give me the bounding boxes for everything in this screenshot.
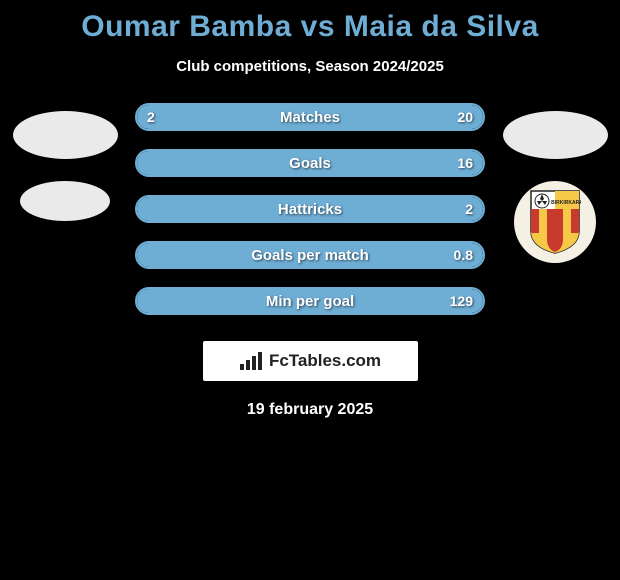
- club-badge-placeholder: [20, 181, 110, 221]
- stat-bar: Goals per match 0.8: [135, 241, 485, 269]
- svg-text:BIRKIRKARA: BIRKIRKARA: [551, 200, 581, 206]
- stat-label: Min per goal: [266, 293, 354, 310]
- logo-text: FcTables.com: [269, 351, 381, 371]
- stat-bar: Matches 2 20: [135, 103, 485, 131]
- player-avatar-placeholder: [503, 111, 608, 159]
- stat-label: Goals: [289, 155, 331, 172]
- subtitle: Club competitions, Season 2024/2025: [0, 58, 620, 75]
- stats-area: Matches 2 20 Goals 16 Hattricks 2 Goals per mat…: [0, 103, 620, 315]
- bars-icon: [239, 350, 265, 372]
- stat-label: Matches: [280, 109, 340, 126]
- player-avatar-placeholder: [13, 111, 118, 159]
- stat-value-right: 16: [457, 155, 473, 171]
- right-player-column: BIRKIRKARA: [500, 103, 610, 263]
- left-player-column: [10, 103, 120, 221]
- comparison-infographic: Oumar Bamba vs Maia da Silva Club compet…: [0, 0, 620, 419]
- stat-bar: Goals 16: [135, 149, 485, 177]
- stat-value-left: 2: [147, 109, 155, 125]
- stat-label: Hattricks: [278, 201, 342, 218]
- date-line: 19 february 2025: [0, 401, 620, 419]
- stat-value-right: 0.8: [454, 247, 473, 263]
- stat-bar: Min per goal 129: [135, 287, 485, 315]
- stat-value-right: 2: [465, 201, 473, 217]
- stat-value-right: 129: [450, 293, 473, 309]
- birkirkara-crest: BIRKIRKARA: [529, 189, 581, 255]
- stat-value-right: 20: [457, 109, 473, 125]
- page-title: Oumar Bamba vs Maia da Silva: [0, 10, 620, 44]
- stat-bar: Hattricks 2: [135, 195, 485, 223]
- fctables-logo: FcTables.com: [203, 341, 418, 381]
- stat-label: Goals per match: [251, 247, 369, 264]
- stat-bars: Matches 2 20 Goals 16 Hattricks 2 Goals per mat…: [135, 103, 485, 315]
- club-badge: BIRKIRKARA: [514, 181, 596, 263]
